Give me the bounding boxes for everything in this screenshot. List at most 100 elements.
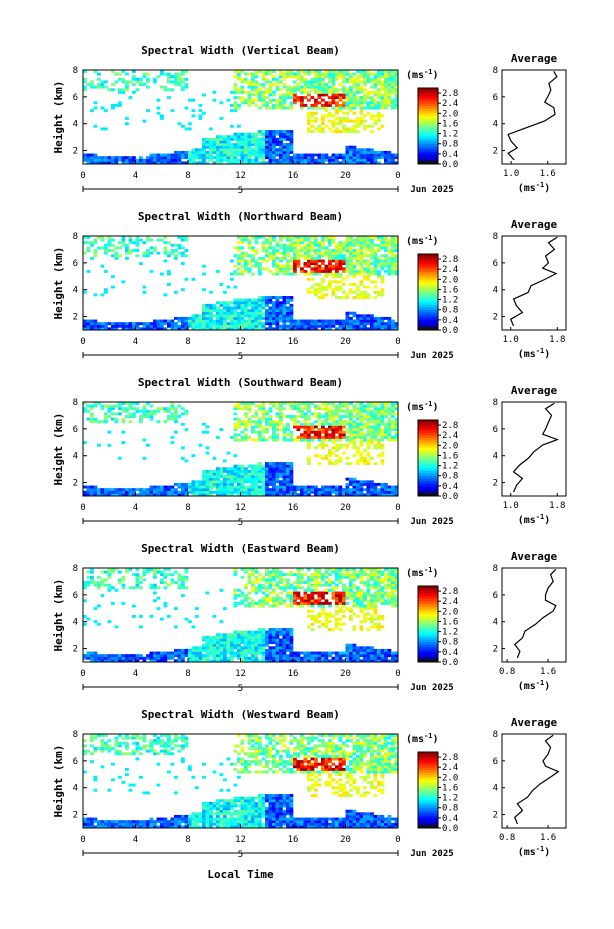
heatmap-cell — [128, 80, 133, 84]
heatmap-cell — [272, 630, 276, 634]
heatmap-cell — [205, 303, 210, 307]
heatmap-cell — [181, 70, 185, 73]
heatmap-cell — [377, 153, 381, 157]
heatmap-cell — [254, 430, 259, 434]
heatmap-cell — [366, 314, 371, 318]
heatmap-cell — [177, 575, 182, 579]
heatmap-cell — [352, 446, 357, 450]
heatmap-cell — [205, 482, 210, 486]
heatmap-cells — [83, 568, 399, 663]
heatmap-cell — [191, 153, 196, 157]
heatmap-cell — [307, 122, 311, 126]
heatmap-cell — [163, 656, 168, 660]
heatmap-cell — [317, 246, 322, 250]
heatmap-cell — [121, 402, 126, 405]
heatmap-cell — [184, 316, 189, 320]
heatmap-cell — [261, 103, 266, 107]
heatmap-cell — [181, 456, 185, 460]
heatmap-cell — [202, 638, 206, 642]
heatmap-cell — [135, 324, 140, 328]
heatmap-cell — [244, 659, 248, 663]
heatmap-cell — [289, 256, 294, 260]
heatmap-cell — [188, 98, 192, 102]
heatmap-cell — [244, 420, 248, 424]
heatmap-cell — [321, 122, 325, 126]
heatmap-cell — [356, 462, 360, 465]
heatmap-cell — [230, 477, 234, 481]
heatmap-cell — [167, 651, 171, 655]
colorbar-swatch — [418, 473, 438, 477]
heatmap-cell — [251, 322, 255, 326]
heatmap-cell — [265, 161, 269, 165]
heatmap-cell — [142, 573, 147, 577]
heatmap-cell — [370, 402, 374, 405]
heatmap-cell — [275, 638, 280, 642]
heatmap-cell — [258, 143, 262, 147]
heatmap-cell — [160, 324, 164, 328]
heatmap-cell — [370, 482, 374, 486]
heatmap-cell — [191, 324, 196, 328]
heatmap-cell — [289, 656, 294, 660]
heatmap-cell — [205, 641, 210, 645]
heatmap-cell — [321, 443, 325, 447]
heatmap-cell — [114, 404, 119, 408]
heatmap-cell — [174, 570, 178, 574]
heatmap-cell — [97, 490, 101, 494]
heatmap-cell — [261, 311, 266, 315]
heatmap-cell — [219, 633, 224, 637]
heatmap-cell — [202, 137, 206, 141]
heatmap-cell — [254, 633, 259, 637]
heatmap-cell — [338, 243, 343, 247]
heatmap-cell — [349, 243, 353, 247]
heatmap-cell — [128, 322, 133, 326]
heatmap-cell — [307, 428, 311, 432]
heatmap-cell — [384, 256, 388, 260]
heatmap-cell — [261, 656, 266, 660]
heatmap-cell — [317, 267, 322, 271]
heatmap-cell — [272, 135, 276, 139]
heatmap-cell — [177, 156, 182, 160]
heatmap-cell — [97, 156, 101, 160]
heatmap-cell — [244, 412, 248, 416]
heatmap-cell — [310, 327, 315, 331]
heatmap-cell — [209, 635, 213, 639]
heatmap-cell — [391, 428, 395, 432]
heatmap-cell — [324, 251, 329, 255]
heatmap-cell — [251, 137, 255, 141]
colorbar-swatch — [418, 281, 438, 285]
heatmap-cell — [261, 298, 266, 302]
heatmap-cell — [359, 435, 364, 439]
heatmap-cell — [247, 132, 252, 136]
heatmap-cell — [188, 156, 192, 160]
heatmap-cell — [209, 493, 213, 497]
average-x-label-exponent: -1 — [536, 181, 544, 189]
heatmap-cell — [247, 161, 252, 165]
heatmap-cell — [261, 646, 266, 650]
heatmap-cell — [370, 236, 374, 239]
heatmap-cell — [93, 651, 98, 655]
heatmap-cell — [387, 80, 392, 84]
heatmap-cell — [314, 415, 318, 418]
heatmap-cell — [370, 417, 374, 421]
heatmap-cell — [233, 417, 238, 421]
heatmap-cell — [373, 428, 378, 432]
heatmap-cell — [275, 132, 280, 136]
heatmap-cell — [251, 256, 255, 260]
heatmap-cell — [391, 75, 395, 79]
heatmap-cell — [296, 238, 301, 242]
heatmap-cell — [258, 324, 262, 328]
heatmap-cell — [391, 153, 395, 157]
heatmap-cell — [177, 482, 182, 486]
heatmap-cell — [107, 407, 112, 411]
heatmap-cell — [202, 306, 206, 310]
heatmap-cell — [289, 137, 294, 141]
heatmap-cell — [303, 322, 308, 326]
heatmap-cell — [223, 654, 227, 658]
heatmap-cell — [349, 88, 353, 92]
heatmap-cell — [114, 327, 119, 331]
heatmap-cell — [156, 568, 161, 571]
heatmap-cell — [90, 485, 94, 489]
heatmap-cell — [272, 145, 276, 149]
heatmap-cell — [205, 327, 210, 331]
heatmap-cell — [331, 264, 336, 268]
